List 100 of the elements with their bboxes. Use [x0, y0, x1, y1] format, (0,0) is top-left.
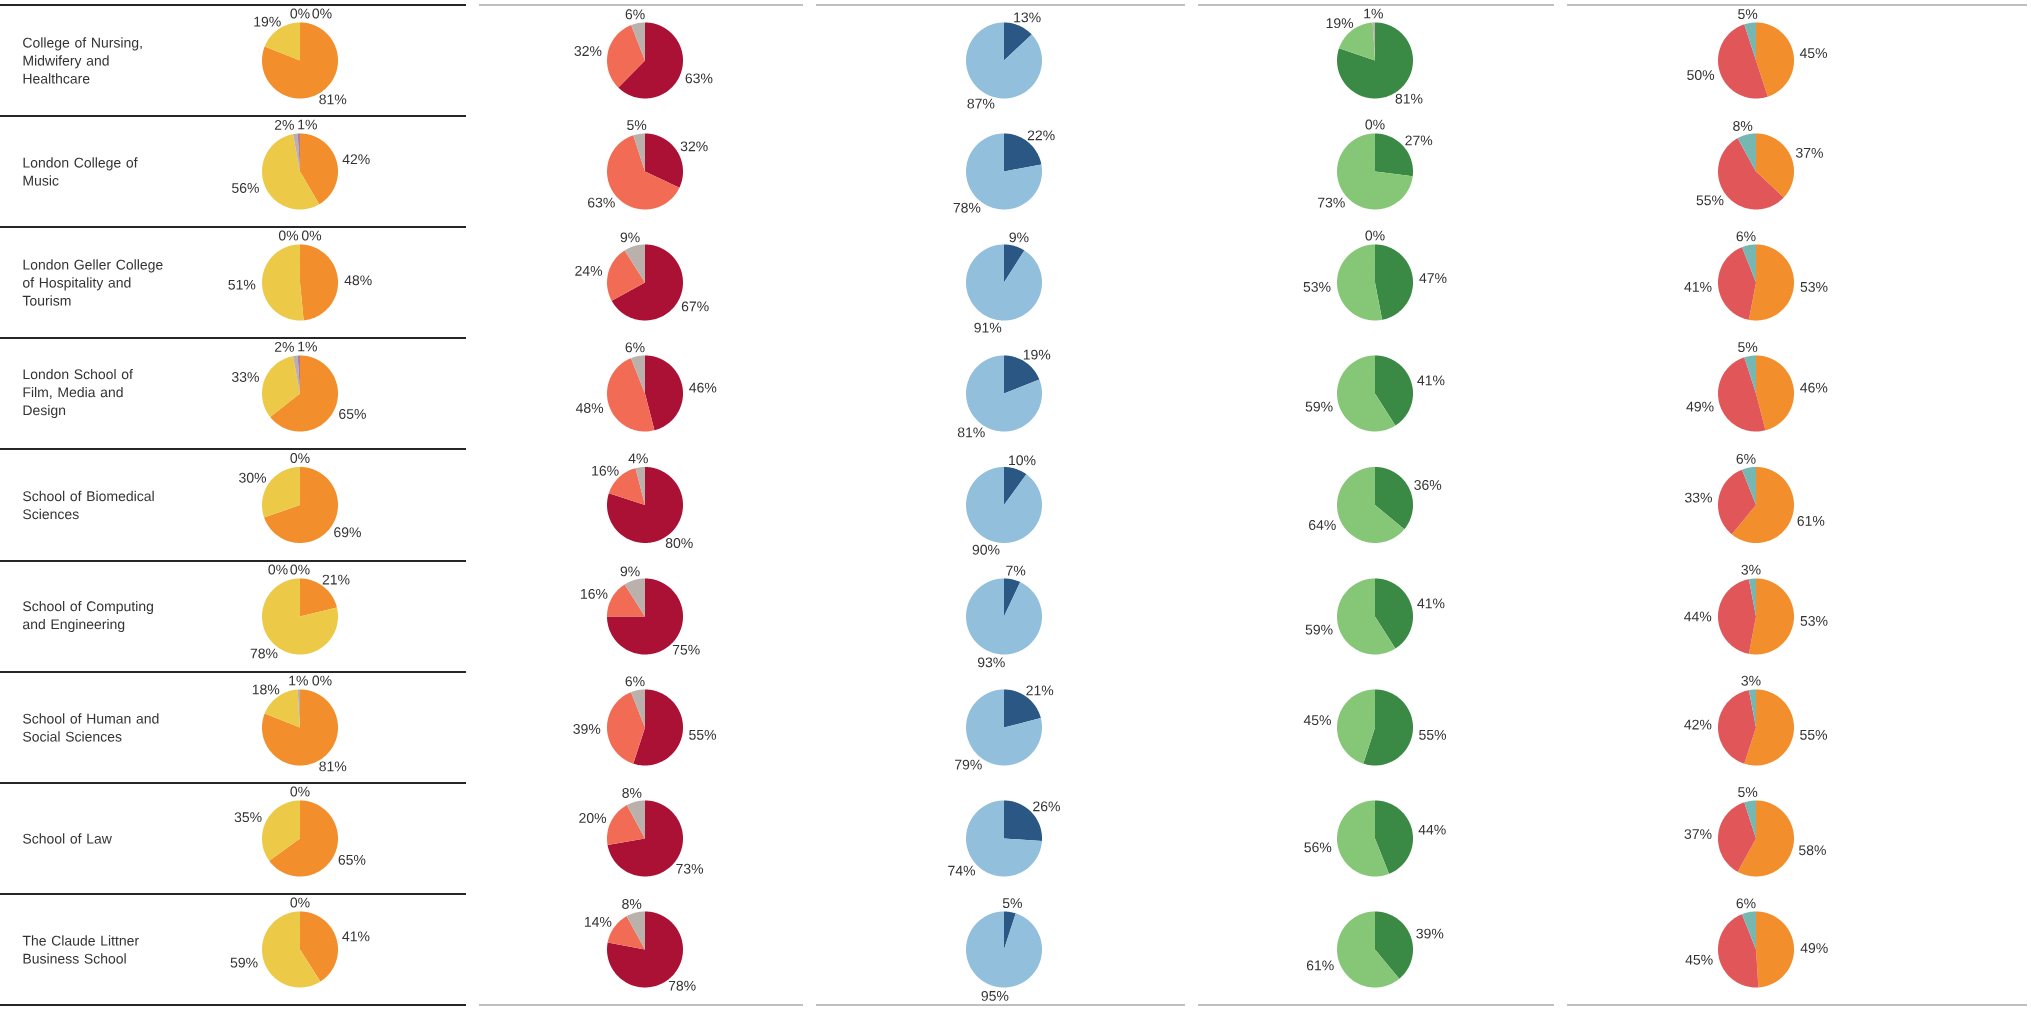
data-label: 2% — [274, 341, 294, 352]
data-label: 55% — [689, 729, 717, 740]
data-label: 45% — [1303, 715, 1331, 726]
text: School of Biomedical Sciences — [23, 490, 154, 520]
data-label: 81% — [957, 427, 985, 438]
data-label: 42% — [342, 154, 370, 165]
data-label: 46% — [689, 382, 717, 393]
text: 0% — [301, 230, 322, 241]
data-label: 48% — [344, 275, 372, 286]
data-label: 5% — [1002, 898, 1022, 908]
data-label: 47% — [1419, 273, 1447, 283]
data-label: 6% — [1736, 231, 1756, 242]
text: 0% — [290, 453, 310, 463]
data-label: 22% — [1027, 130, 1055, 141]
data-label: 33% — [231, 372, 259, 382]
data-label: 87% — [967, 98, 995, 109]
data-label: 81% — [1395, 93, 1423, 104]
data-label: 6% — [1736, 453, 1756, 464]
data-label: 5% — [1738, 342, 1758, 352]
data-label: 69% — [334, 527, 361, 538]
data-label: 1% — [1364, 8, 1383, 19]
data-label: 37% — [1684, 829, 1712, 840]
data-label: 59% — [1305, 401, 1333, 412]
data-label: 33% — [1685, 492, 1712, 503]
data-label: 32% — [574, 46, 602, 56]
data-label: 13% — [1014, 12, 1041, 23]
data-label: 45% — [1685, 954, 1713, 965]
data-label: 8% — [1733, 121, 1753, 131]
data-label: 53% — [1800, 615, 1828, 626]
data-label: 21% — [1026, 685, 1054, 696]
data-label: 50% — [1687, 70, 1715, 80]
data-label: 67% — [681, 301, 709, 312]
data-label: 16% — [581, 588, 608, 599]
data-label: 49% — [1686, 401, 1714, 412]
text: 0% — [312, 675, 332, 686]
text: 0% — [1365, 230, 1385, 241]
data-label: 61% — [1306, 960, 1334, 971]
data-label: 9% — [1009, 232, 1029, 243]
data-label: 9% — [620, 566, 640, 577]
data-label: 42% — [1684, 719, 1712, 730]
data-label: 19% — [1326, 18, 1354, 29]
data-label: 10% — [1009, 455, 1036, 466]
data-label: 6% — [625, 676, 645, 687]
data-label: 81% — [319, 761, 347, 772]
data-label: 44% — [1684, 611, 1712, 622]
data-label: 32% — [680, 141, 708, 152]
text: School of Human and Social Sciences — [23, 713, 159, 742]
data-label: 48% — [575, 403, 604, 413]
data-label: 21% — [322, 574, 350, 585]
text: London Geller College of Hospitality and Tourism — [22, 259, 163, 306]
data-label: 90% — [972, 544, 1000, 555]
data-label: 65% — [338, 854, 366, 865]
data-label: 63% — [685, 73, 713, 84]
data-label: 4% — [628, 453, 648, 464]
data-label: 3% — [1741, 675, 1761, 686]
text: 0% — [278, 230, 299, 241]
text: 0% — [290, 897, 310, 908]
data-label: 6% — [625, 342, 645, 353]
data-label: 73% — [676, 863, 704, 874]
data-label: 78% — [953, 202, 981, 213]
text: School of Law — [23, 833, 112, 844]
data-label: 8% — [622, 899, 642, 909]
data-label: 6% — [625, 9, 645, 20]
text: London College of Music — [23, 157, 138, 186]
data-label: 37% — [1795, 147, 1823, 158]
data-label: 95% — [981, 990, 1009, 1001]
data-label: 9% — [620, 232, 640, 243]
data-label: 5% — [1738, 9, 1758, 19]
data-label: 93% — [977, 657, 1005, 668]
data-label: 5% — [1738, 787, 1758, 797]
data-label: 63% — [588, 197, 615, 208]
data-label: 16% — [592, 465, 619, 476]
data-label: 75% — [672, 644, 700, 655]
data-label: 20% — [579, 813, 607, 823]
text: The Claude Littner Business School — [22, 935, 139, 964]
data-label: 79% — [955, 759, 982, 770]
data-label: 6% — [1736, 898, 1756, 909]
data-label: 41% — [1684, 282, 1712, 292]
data-label: 19% — [1023, 349, 1051, 360]
data-label: 41% — [1417, 598, 1445, 609]
data-label: 80% — [665, 538, 693, 548]
data-label: 53% — [1303, 281, 1331, 292]
data-label: 3% — [1741, 564, 1761, 575]
data-label: 46% — [1800, 382, 1828, 393]
data-label: 26% — [1033, 801, 1060, 812]
text: 0% — [1365, 119, 1385, 130]
data-label: 59% — [1305, 624, 1333, 635]
data-label: 7% — [1006, 565, 1026, 576]
data-label: 51% — [228, 279, 256, 290]
data-label: 59% — [230, 957, 258, 968]
data-label: 24% — [575, 265, 603, 276]
data-label: 44% — [1418, 824, 1446, 835]
data-label: 64% — [1309, 520, 1336, 530]
text: 0% — [290, 786, 310, 797]
data-label: 81% — [319, 94, 347, 105]
text: 0% — [290, 564, 310, 575]
data-label: 58% — [1798, 845, 1826, 856]
data-label: 41% — [1417, 375, 1445, 386]
data-label: 91% — [974, 322, 1002, 333]
data-label: 41% — [342, 931, 370, 942]
